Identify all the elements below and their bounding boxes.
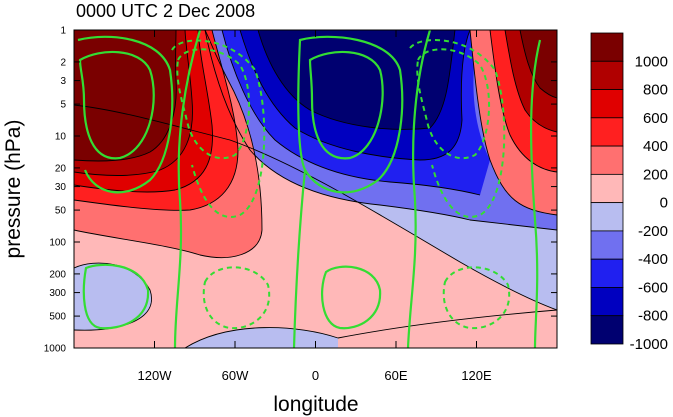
- y-tick-label: 30: [55, 182, 67, 193]
- contour-line-3: [74, 30, 213, 193]
- contour-line-17: [337, 309, 557, 339]
- y-tick-label: 200: [49, 269, 66, 280]
- contour-line-12: [489, 30, 557, 173]
- green-dashed-2: [171, 39, 266, 218]
- colorbar-label: 600: [643, 110, 668, 127]
- y-tick-label: 3: [60, 76, 66, 87]
- y-tick-label: 50: [55, 206, 67, 217]
- colorbar-swatch: [590, 32, 624, 62]
- colorbar-label: 0: [660, 195, 668, 212]
- x-axis: 120W 60W 0 60E 120E: [138, 30, 492, 383]
- colorbar-label: -200: [638, 223, 668, 240]
- y-tick-label: 5: [60, 100, 66, 111]
- region-high-left-5: [74, 30, 177, 162]
- green-solid-3: [308, 50, 384, 160]
- region-high-right-4: [520, 30, 557, 98]
- colorbar-swatch: [590, 145, 624, 175]
- x-axis-label: longitude: [273, 393, 358, 416]
- y-tick-label: 2: [60, 57, 66, 68]
- y-tick-label: 1000: [44, 344, 67, 355]
- colorbar-swatch: [590, 117, 624, 147]
- colorbar-swatch: [590, 173, 624, 204]
- colorbar-label: 800: [643, 82, 668, 99]
- green-line-9: [292, 169, 307, 348]
- green-solid-1: [78, 50, 155, 160]
- y-axis: 1 2 3 5 10 20 30 50 100 200 300 500 1000: [44, 26, 557, 355]
- green-solid-4: [297, 35, 404, 194]
- x-tick-label: 60W: [222, 368, 249, 383]
- contour-line-11: [469, 30, 557, 216]
- colorbar: 1000 800 600 400 200 0 -200 -400 -600 -800 -1000: [590, 32, 668, 353]
- y-tick-label: 20: [55, 163, 67, 174]
- colorbar-label: 200: [643, 166, 668, 183]
- contour-line-2: [74, 30, 239, 211]
- colorbar-swatch: [590, 258, 624, 288]
- green-line-7: [173, 30, 202, 348]
- green-contours: [77, 30, 542, 348]
- contour-line-10: [257, 30, 456, 130]
- x-tick-label: 120W: [138, 368, 173, 383]
- contour-line-16: [184, 327, 339, 348]
- colorbar-label: 1000: [635, 53, 668, 70]
- colorbar-label: -800: [638, 308, 668, 325]
- x-tick-label: 120E: [461, 368, 492, 383]
- colorbar-label: -600: [638, 279, 668, 296]
- region-blue-core: [258, 30, 455, 130]
- y-axis-label: pressure (hPa): [2, 120, 25, 259]
- colorbar-swatch: [590, 202, 624, 232]
- green-dashed-1: [176, 48, 250, 160]
- y-tick-label: 10: [55, 132, 67, 143]
- y-tick-label: 1: [60, 26, 66, 37]
- green-line-10: [529, 39, 542, 348]
- y-tick-label: 100: [49, 238, 66, 249]
- colorbar-label: 400: [643, 138, 668, 155]
- x-tick-label: 60E: [384, 368, 407, 383]
- green-solid-5: [82, 263, 150, 330]
- x-tick-label: 0: [312, 368, 319, 383]
- chart-title: 0000 UTC 2 Dec 2008: [76, 1, 255, 21]
- y-tick-label: 500: [49, 312, 66, 323]
- region-low-surface-1: [74, 263, 152, 331]
- contour-line-1: [74, 30, 263, 258]
- colorbar-label: -1000: [630, 336, 668, 353]
- green-dashed-contours: [171, 39, 511, 330]
- contour-line-9: [239, 30, 471, 161]
- green-solid-2: [77, 35, 174, 194]
- green-line-8: [406, 30, 432, 348]
- colorbar-swatch: [590, 315, 624, 345]
- plot-area: [74, 30, 557, 348]
- colorbar-label: -400: [638, 251, 668, 268]
- colorbar-swatch: [590, 287, 624, 317]
- colorbar-swatch: [590, 89, 624, 119]
- green-dashed-4: [416, 48, 490, 160]
- y-tick-label: 300: [49, 288, 66, 299]
- green-dashed-5: [409, 39, 506, 218]
- contour-line-13: [504, 30, 557, 133]
- contour-line-4: [74, 30, 193, 176]
- green-solid-6: [320, 265, 382, 330]
- colorbar-swatch: [590, 230, 624, 260]
- contour-line-8: [221, 30, 481, 196]
- colorbar-swatch: [590, 60, 624, 90]
- contour-line-14: [519, 30, 557, 99]
